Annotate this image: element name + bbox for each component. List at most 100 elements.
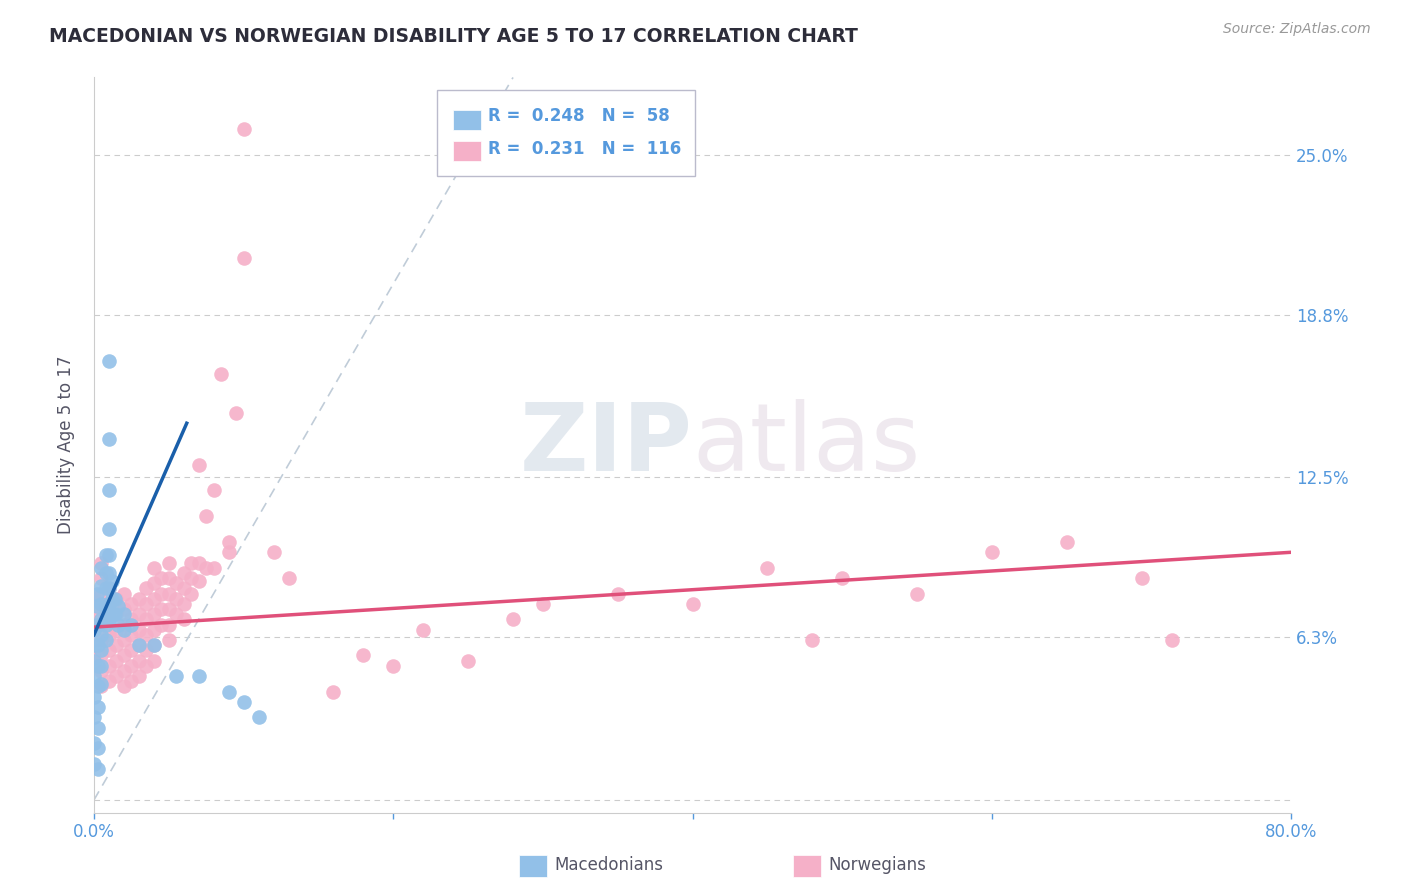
Text: ZIP: ZIP bbox=[520, 400, 693, 491]
Text: atlas: atlas bbox=[693, 400, 921, 491]
Point bbox=[195, 509, 218, 524]
Point bbox=[83, 690, 105, 704]
Point bbox=[135, 582, 157, 596]
Point bbox=[112, 680, 135, 694]
Point bbox=[218, 684, 240, 698]
Point bbox=[105, 669, 128, 683]
Point bbox=[135, 628, 157, 642]
Point bbox=[187, 669, 209, 683]
Point bbox=[1160, 632, 1182, 647]
Point bbox=[90, 602, 112, 616]
Point bbox=[801, 632, 824, 647]
Text: Source: ZipAtlas.com: Source: ZipAtlas.com bbox=[1223, 22, 1371, 37]
Point bbox=[87, 680, 110, 694]
Point bbox=[101, 607, 124, 622]
Point bbox=[83, 756, 105, 771]
Point bbox=[135, 597, 157, 611]
Point bbox=[97, 432, 120, 446]
Point bbox=[502, 612, 524, 626]
Point bbox=[83, 638, 105, 652]
Point bbox=[90, 560, 112, 574]
Point bbox=[382, 658, 405, 673]
Point bbox=[112, 607, 135, 622]
Point bbox=[150, 571, 173, 585]
Point bbox=[157, 632, 180, 647]
Point bbox=[97, 354, 120, 368]
Point bbox=[128, 623, 150, 637]
Point bbox=[142, 654, 165, 668]
Point bbox=[112, 586, 135, 600]
Point bbox=[412, 623, 434, 637]
Text: Norwegians: Norwegians bbox=[828, 856, 927, 874]
Point bbox=[94, 548, 117, 562]
Point bbox=[202, 560, 225, 574]
Point bbox=[352, 648, 374, 663]
Point bbox=[90, 617, 112, 632]
Point bbox=[90, 648, 112, 663]
Point bbox=[83, 651, 105, 665]
Point bbox=[83, 632, 105, 647]
Point bbox=[90, 579, 112, 593]
Point bbox=[150, 617, 173, 632]
Point bbox=[112, 602, 135, 616]
Point bbox=[180, 556, 202, 570]
Point bbox=[90, 677, 112, 691]
Point bbox=[83, 591, 105, 606]
Point bbox=[142, 576, 165, 591]
Point bbox=[90, 632, 112, 647]
Point bbox=[981, 545, 1004, 559]
Point bbox=[905, 586, 928, 600]
Point bbox=[128, 607, 150, 622]
Point bbox=[142, 607, 165, 622]
Point bbox=[142, 591, 165, 606]
Point bbox=[135, 643, 157, 657]
Point bbox=[232, 251, 254, 265]
Point bbox=[142, 638, 165, 652]
Point bbox=[165, 591, 187, 606]
Point bbox=[105, 623, 128, 637]
Point bbox=[105, 607, 128, 622]
Point bbox=[322, 684, 344, 698]
Point bbox=[97, 483, 120, 498]
Point bbox=[120, 674, 142, 689]
Point bbox=[1130, 571, 1153, 585]
Point bbox=[247, 710, 270, 724]
Point bbox=[83, 623, 105, 637]
Point bbox=[97, 548, 120, 562]
Point bbox=[1056, 535, 1078, 549]
Point bbox=[157, 602, 180, 616]
Point bbox=[105, 638, 128, 652]
Point bbox=[104, 607, 127, 622]
Point bbox=[97, 628, 120, 642]
Point bbox=[209, 368, 232, 382]
Point bbox=[150, 586, 173, 600]
Point bbox=[97, 612, 120, 626]
Point bbox=[218, 535, 240, 549]
Y-axis label: Disability Age 5 to 17: Disability Age 5 to 17 bbox=[58, 356, 75, 534]
Point bbox=[120, 597, 142, 611]
Point bbox=[87, 762, 110, 776]
Point bbox=[90, 658, 112, 673]
Point bbox=[756, 560, 779, 574]
Point bbox=[128, 669, 150, 683]
Point bbox=[263, 545, 285, 559]
Point bbox=[135, 612, 157, 626]
Point bbox=[87, 658, 110, 673]
Point bbox=[225, 406, 247, 420]
Point bbox=[531, 597, 554, 611]
Point bbox=[97, 522, 120, 536]
Point bbox=[135, 658, 157, 673]
Point bbox=[173, 612, 195, 626]
Point bbox=[112, 617, 135, 632]
Point bbox=[94, 632, 117, 647]
Point bbox=[97, 566, 120, 580]
Point bbox=[173, 566, 195, 580]
Point bbox=[105, 591, 128, 606]
Point bbox=[87, 638, 110, 652]
Point bbox=[150, 602, 173, 616]
Point bbox=[195, 560, 218, 574]
Point bbox=[157, 556, 180, 570]
Point bbox=[87, 721, 110, 735]
Point bbox=[97, 582, 120, 596]
Point bbox=[165, 669, 187, 683]
